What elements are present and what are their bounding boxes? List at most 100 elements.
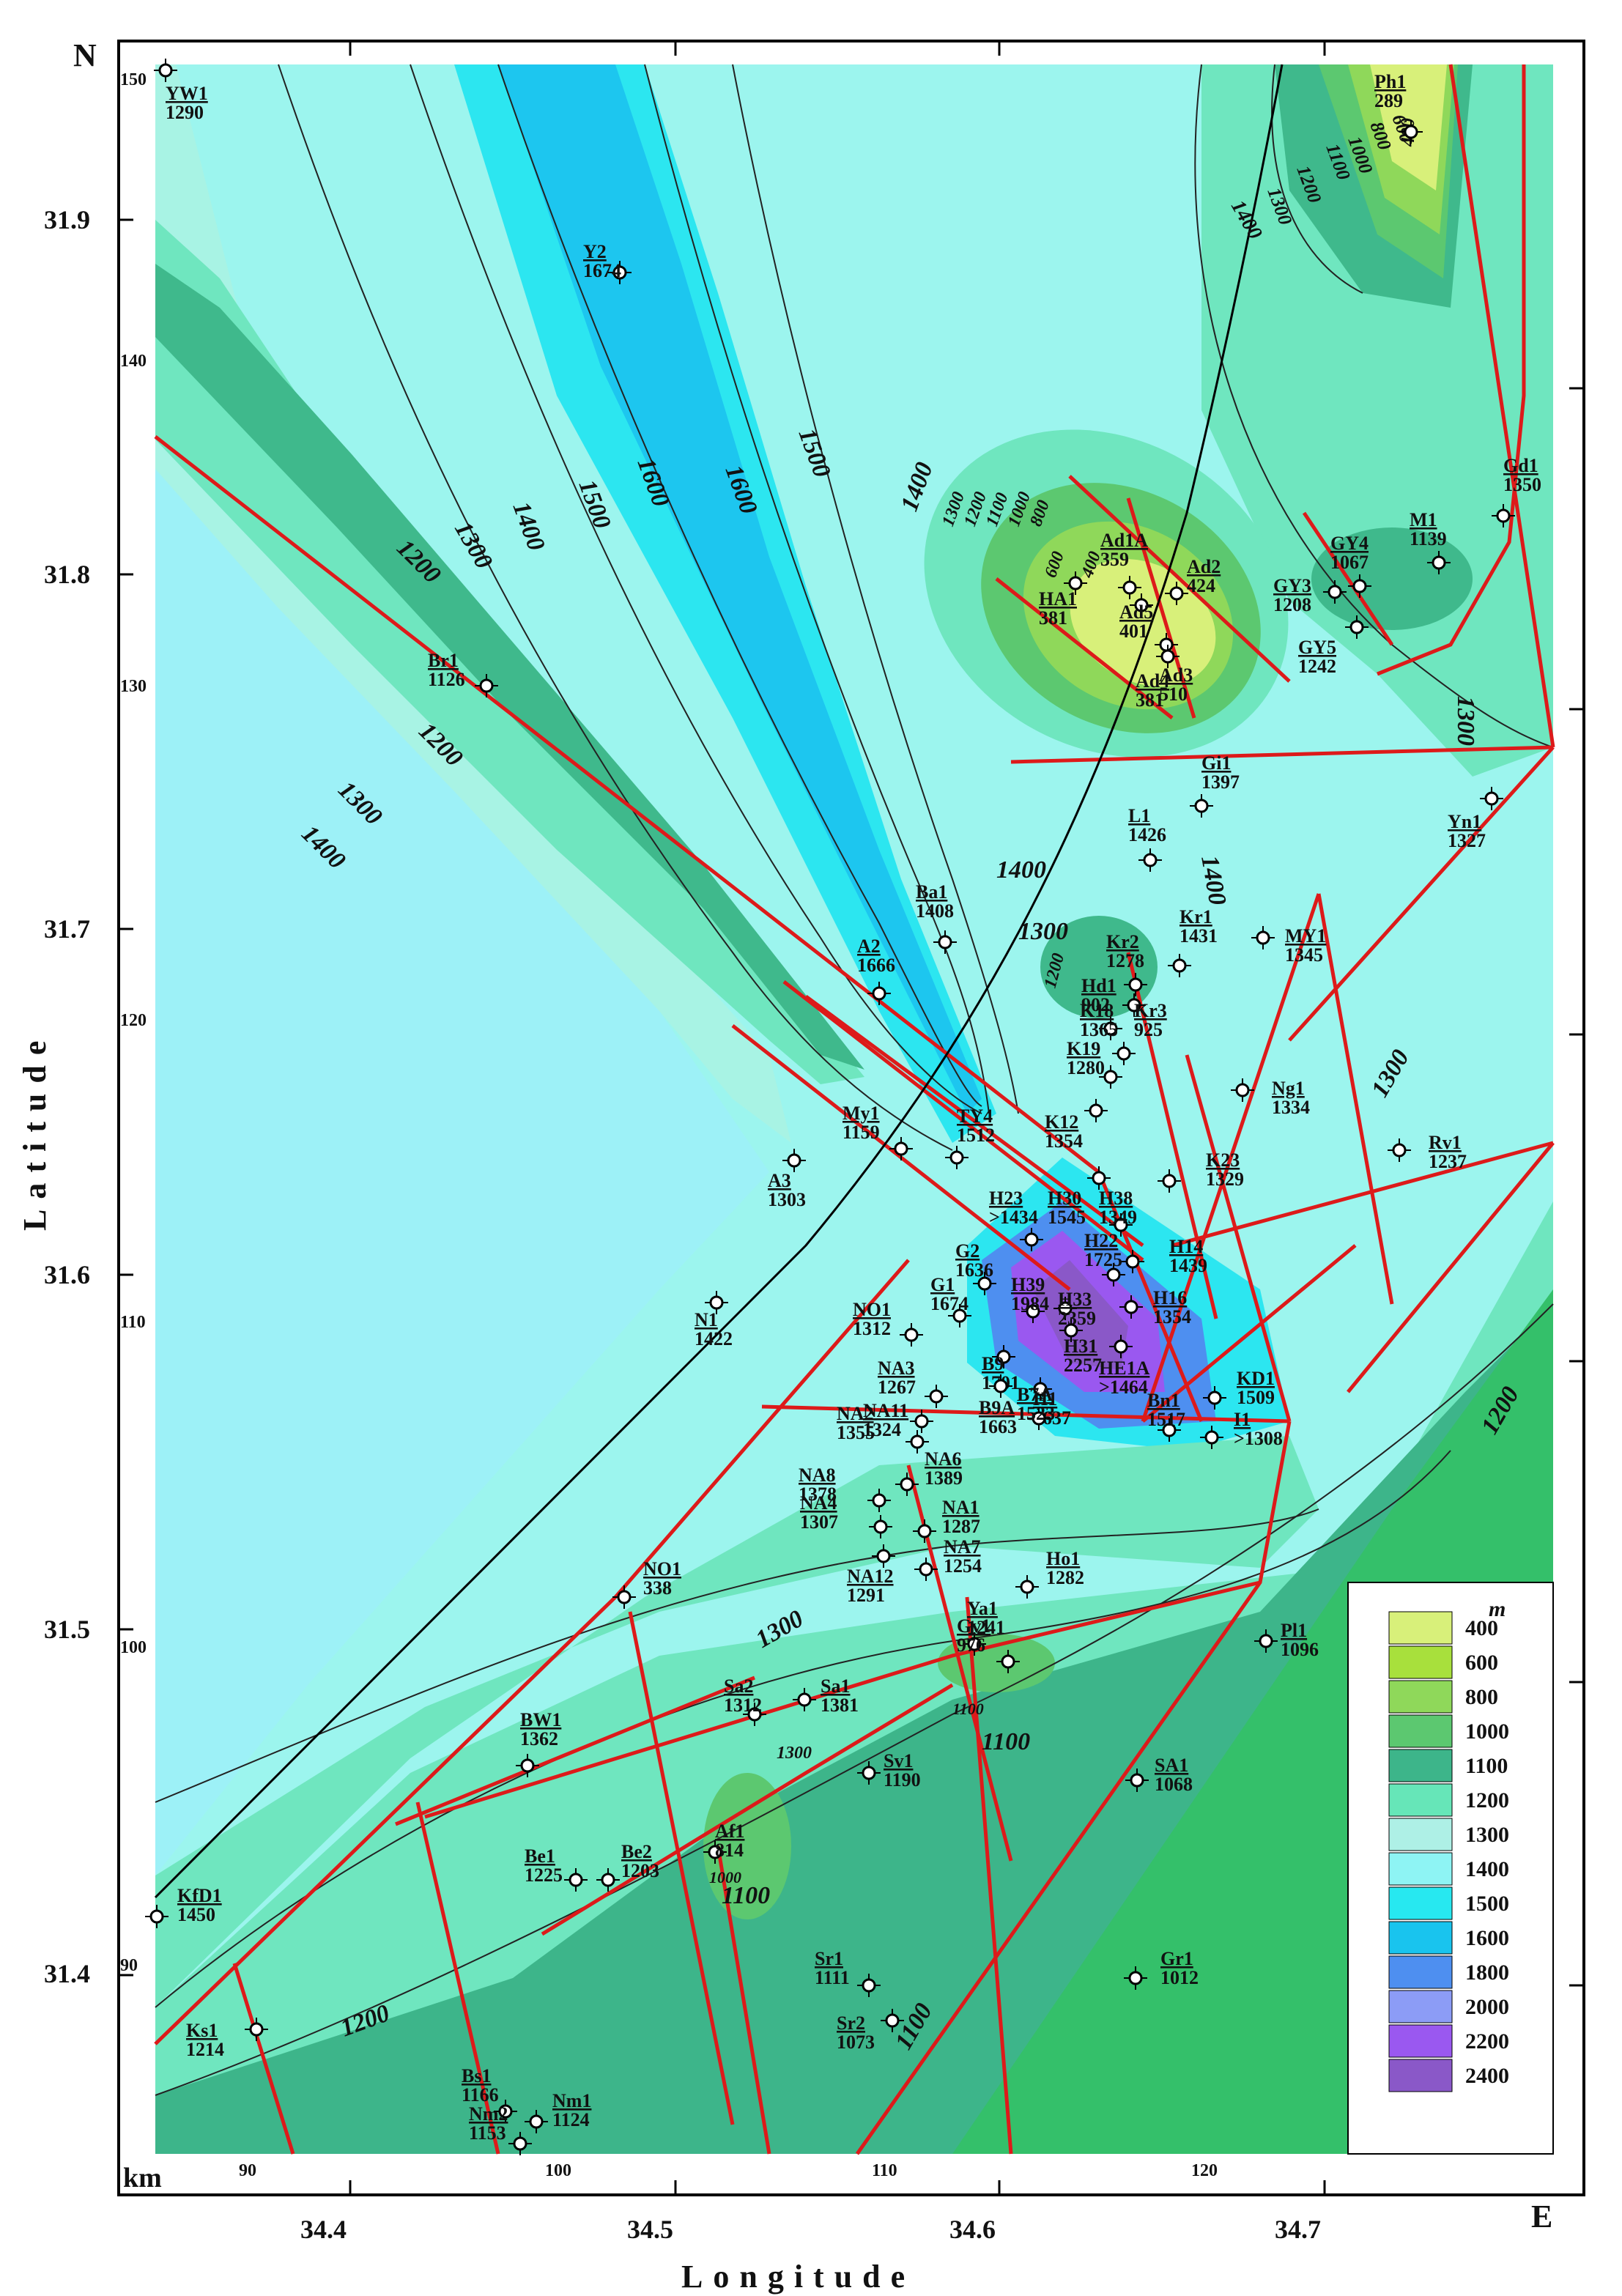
km-tick-label: 140: [120, 352, 147, 371]
well-value: 1159: [843, 1122, 880, 1143]
fault-line: [1126, 952, 1218, 1319]
well-symbol: [1484, 791, 1499, 806]
well-symbol: [914, 1414, 929, 1429]
well-value: 1267: [878, 1377, 916, 1398]
well-name: H1: [1033, 1388, 1057, 1410]
well-symbol: [797, 1692, 812, 1707]
well-name: Sr1: [815, 1948, 843, 1969]
axes: N E km 34.4 34.5 34.6 34.7 31.9 31.8 31.…: [17, 37, 1552, 2295]
well-value: 1334: [1272, 1097, 1310, 1118]
fault-line: [761, 1404, 1290, 1423]
fault-line: [1377, 64, 1526, 676]
well-name: H38: [1099, 1188, 1133, 1209]
well-name: K12: [1045, 1111, 1078, 1133]
well-name: Ho1: [1046, 1548, 1080, 1569]
legend-label: 1500: [1465, 1892, 1509, 1916]
well-name: HE1A: [1099, 1358, 1150, 1379]
well-symbol: [1092, 1171, 1106, 1185]
y-axis-title: Latitude: [17, 1031, 53, 1231]
fault-line: [1448, 64, 1555, 748]
well-symbol: [917, 1524, 932, 1538]
well-marker: HE1A>1464: [1099, 1335, 1150, 1398]
well-value: 1096: [1281, 1639, 1319, 1660]
longitude-tick-label: 34.5: [627, 2215, 673, 2244]
well-symbol: [149, 1909, 164, 1924]
well-value: >1308: [1234, 1428, 1283, 1449]
legend-label: 1400: [1465, 1857, 1509, 1881]
well-name: Pl1: [1281, 1620, 1307, 1641]
legend-swatch: [1388, 1886, 1453, 1920]
well-value: 1068: [1155, 1774, 1193, 1795]
well-symbol: [900, 1477, 914, 1492]
well-symbol: [601, 1873, 615, 1887]
well-name: I1: [1234, 1409, 1251, 1430]
well-name: N1: [695, 1309, 718, 1330]
well-symbol: [1001, 1654, 1015, 1669]
well-name: G2: [955, 1240, 980, 1262]
well-value: 1111: [815, 1967, 850, 1988]
well-symbol: [787, 1153, 801, 1168]
well-value: 1324: [863, 1419, 901, 1440]
fault-line: [1185, 1054, 1292, 1422]
well-value: 1350: [1503, 474, 1541, 495]
fault-line: [1068, 475, 1291, 683]
well-symbol: [876, 1549, 891, 1563]
well-name: Sa1: [821, 1675, 850, 1697]
well-symbol: [938, 935, 952, 949]
legend-label: 2400: [1465, 2064, 1509, 2088]
well-value: 1523: [1017, 1403, 1055, 1424]
well-name: Ad2: [1187, 556, 1221, 577]
well-symbol: [1032, 1411, 1046, 1426]
contour-zone-2400-central: [1033, 1260, 1128, 1370]
contour-label: 1100: [952, 1700, 984, 1718]
well-name: K18: [1080, 1000, 1114, 1021]
well-symbol: [520, 1758, 535, 1773]
contour-label: 1100: [722, 1882, 770, 1909]
legend-label: 1200: [1465, 1788, 1509, 1812]
fault-line: [1171, 1141, 1554, 1248]
well-name: Ya1: [967, 1598, 998, 1619]
latitude-tick-label: 31.7: [44, 914, 90, 944]
well-symbol: [1127, 998, 1141, 1012]
well-symbol: [1128, 977, 1143, 992]
well-value: 289: [1374, 90, 1403, 111]
well-symbol: [709, 1295, 724, 1310]
legend-unit: m: [1489, 1597, 1506, 1621]
well-name: Y2: [583, 241, 607, 262]
north-label: N: [73, 37, 97, 73]
well-symbol: [1134, 598, 1149, 612]
well-value: 424: [1187, 575, 1215, 596]
legend-swatch: [1388, 1645, 1453, 1679]
legend-swatch: [1388, 1990, 1453, 2023]
well-value: 1124: [552, 2109, 590, 2130]
fault-line: [628, 1611, 735, 2125]
well-symbol: [1327, 585, 1342, 599]
well-value: 359: [1100, 549, 1129, 570]
fault-line: [424, 1580, 1261, 1819]
contour-label: 1300: [1452, 696, 1479, 746]
well-value: 401: [1119, 621, 1148, 642]
legend-swatch: [1388, 1783, 1453, 1817]
well-value: 2359: [1058, 1308, 1096, 1329]
well-value: 1674: [583, 260, 621, 281]
